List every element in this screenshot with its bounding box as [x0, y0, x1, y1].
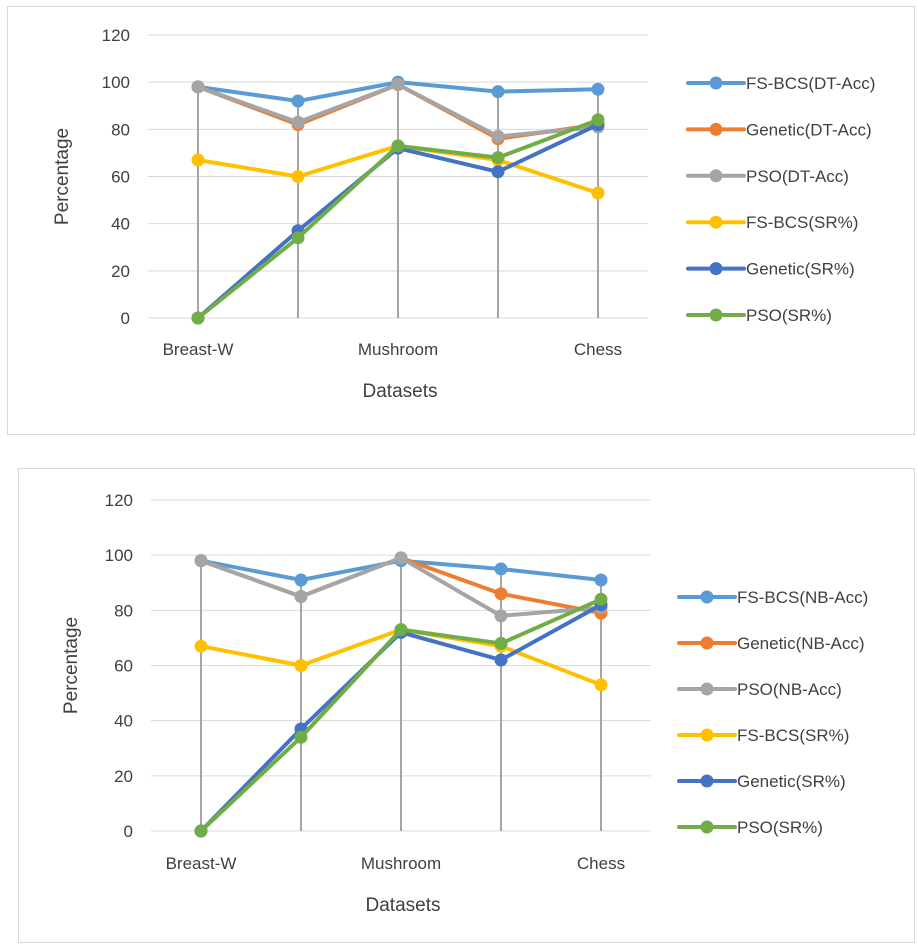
data-point [594, 678, 608, 692]
y-tick-label: 0 [121, 309, 130, 328]
data-point [291, 170, 305, 183]
y-axis-title: Percentage [61, 617, 82, 714]
legend-marker [700, 682, 714, 696]
data-point [191, 80, 205, 94]
data-point [591, 82, 605, 96]
legend-entry: FS-BCS(SR%) [677, 726, 849, 745]
data-point [591, 186, 605, 200]
legend-entry: Genetic(SR%) [677, 772, 846, 791]
y-tick-label: 100 [105, 546, 133, 565]
chart-1-plot: 0 20 40 60 80 100 120 Breast-W Mushroom Chess Data… [52, 26, 875, 402]
data-point [194, 554, 208, 568]
legend-marker [709, 76, 723, 90]
chart-1: 0 20 40 60 80 100 120 Breast-W Mushroom Chess Data… [7, 6, 915, 435]
legend-marker [700, 590, 714, 604]
legend-label: Genetic(SR%) [746, 260, 855, 279]
y-tick-label: 120 [102, 26, 130, 45]
legend-entry: PSO(DT-Acc) [686, 167, 849, 186]
legend-entry: Genetic(SR%) [686, 260, 855, 279]
legend-entry: FS-BCS(DT-Acc) [686, 74, 875, 93]
legend-label: Genetic(SR%) [737, 772, 846, 791]
y-tick-label: 40 [114, 712, 133, 731]
y-tick-label: 120 [105, 491, 133, 510]
data-point [294, 730, 308, 744]
y-tick-label: 60 [111, 168, 130, 187]
data-point [494, 562, 508, 576]
legend-label: FS-BCS(NB-Acc) [737, 588, 868, 607]
chart-2: 0 20 40 60 80 100 120 Breast-W Mushroom Chess Data… [18, 468, 915, 943]
y-tick-label: 20 [114, 767, 133, 786]
legend-label: FS-BCS(DT-Acc) [746, 74, 875, 93]
data-point [594, 592, 608, 606]
data-point [494, 653, 508, 667]
data-point [294, 590, 308, 604]
legend-label: PSO(DT-Acc) [746, 167, 849, 186]
x-tick-label: Mushroom [361, 854, 441, 873]
data-point [491, 165, 505, 179]
y-tick-label: 20 [111, 262, 130, 281]
data-point [191, 153, 205, 167]
x-axis-title: Datasets [366, 895, 441, 916]
data-point [394, 551, 408, 565]
x-tick-label: Breast-W [163, 340, 234, 359]
y-tick-label: 40 [111, 215, 130, 234]
y-tick-label: 0 [124, 822, 133, 841]
legend-entry: Genetic(DT-Acc) [686, 120, 872, 139]
data-point [491, 151, 505, 165]
data-point [494, 609, 508, 623]
data-point [494, 587, 508, 601]
chart-2-plot: 0 20 40 60 80 100 120 Breast-W Mushroom Chess Data… [61, 491, 868, 916]
data-point [291, 94, 305, 108]
legend-label: Genetic(NB-Acc) [737, 634, 865, 653]
y-tick-label: 80 [114, 601, 133, 620]
legend-label: FS-BCS(SR%) [737, 726, 849, 745]
legend-label: PSO(SR%) [746, 306, 832, 325]
data-point [594, 573, 608, 587]
legend-label: Genetic(DT-Acc) [746, 120, 872, 139]
x-tick-label: Mushroom [358, 340, 438, 359]
y-axis-title: Percentage [52, 128, 73, 225]
legend-label: PSO(NB-Acc) [737, 680, 842, 699]
legend-marker [709, 308, 723, 322]
data-point [194, 824, 208, 838]
y-tick-label: 100 [102, 73, 130, 92]
data-point [494, 636, 508, 650]
data-point [491, 85, 505, 99]
legend-marker [709, 215, 723, 229]
legend-entry: PSO(NB-Acc) [677, 680, 842, 699]
legend-marker [700, 728, 714, 742]
legend-marker [700, 774, 714, 788]
legend-entry: Genetic(NB-Acc) [677, 634, 865, 653]
legend-marker [709, 122, 723, 136]
data-point [294, 573, 308, 587]
legend-entry: FS-BCS(NB-Acc) [677, 588, 868, 607]
data-point [591, 113, 605, 127]
data-point [491, 129, 505, 143]
data-point [291, 231, 305, 245]
x-tick-label: Chess [574, 340, 622, 359]
legend-label: PSO(SR%) [737, 818, 823, 837]
data-point [291, 115, 305, 129]
data-point [391, 139, 405, 153]
data-point [194, 639, 208, 653]
legend-entry: FS-BCS(SR%) [686, 213, 858, 232]
legend-marker [700, 636, 714, 650]
x-axis-title: Datasets [363, 381, 438, 402]
data-point [394, 623, 408, 637]
data-point [391, 78, 405, 92]
legend-marker [709, 169, 723, 183]
legend-label: FS-BCS(SR%) [746, 213, 858, 232]
legend-marker [709, 262, 723, 276]
y-tick-label: 60 [114, 657, 133, 676]
x-tick-label: Chess [577, 854, 625, 873]
legend-marker [700, 820, 714, 834]
y-tick-label: 80 [111, 120, 130, 139]
legend-entry: PSO(SR%) [677, 818, 823, 837]
data-point [294, 659, 308, 672]
legend-entry: PSO(SR%) [686, 306, 832, 325]
data-point [191, 311, 205, 325]
x-tick-label: Breast-W [166, 854, 237, 873]
